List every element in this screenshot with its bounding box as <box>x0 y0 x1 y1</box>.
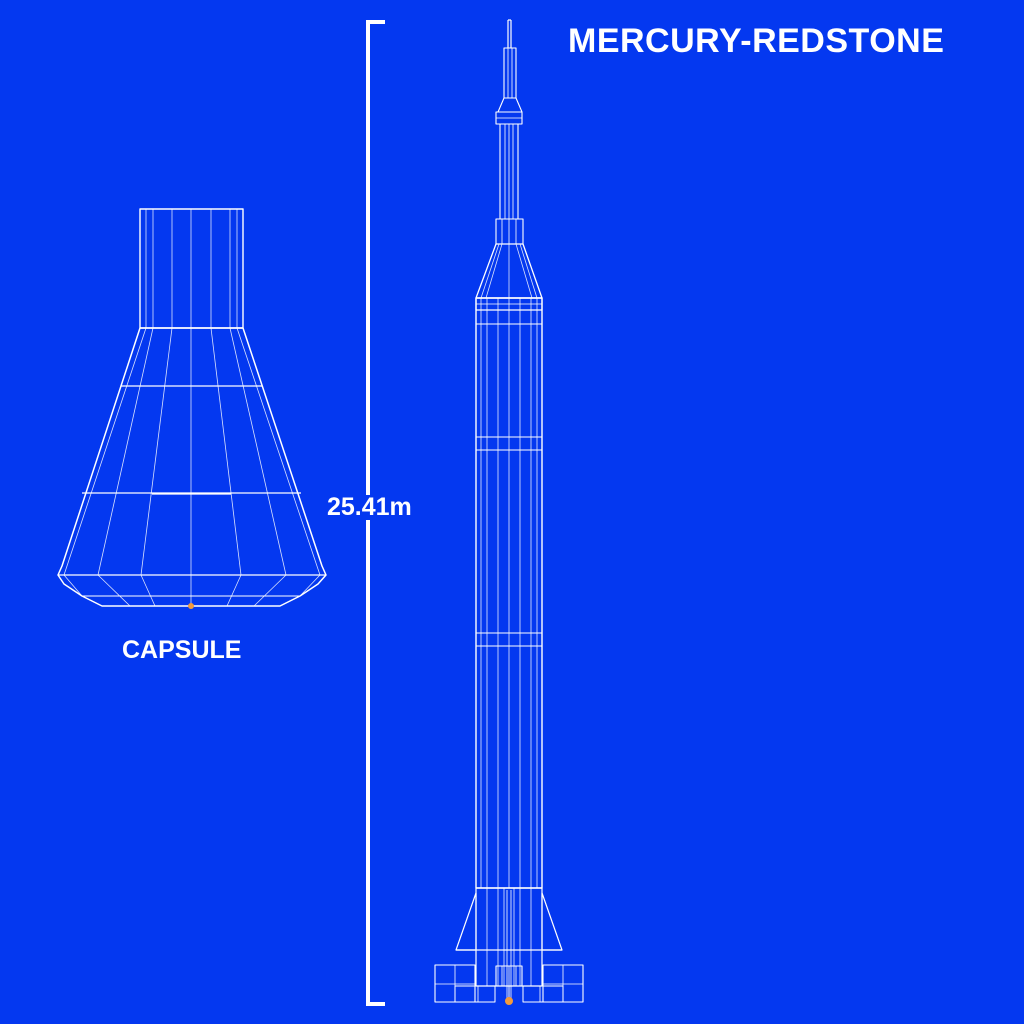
capsule-wireframe <box>57 208 327 607</box>
capsule-label: CAPSULE <box>122 636 242 664</box>
rocket-pivot-marker <box>505 997 513 1005</box>
height-dimension-label: 25.41m <box>325 493 414 521</box>
capsule-pivot-marker <box>188 603 194 609</box>
rocket-wireframe <box>434 19 584 1003</box>
page-title: MERCURY-REDSTONE <box>568 22 945 60</box>
